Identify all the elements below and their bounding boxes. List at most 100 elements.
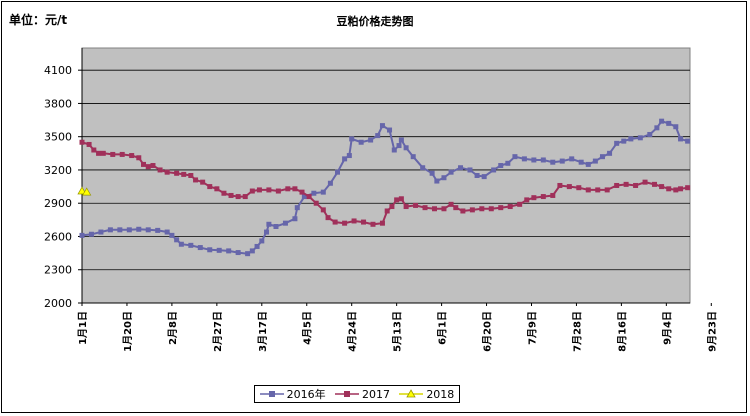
data-point <box>264 229 270 235</box>
data-point <box>505 160 511 166</box>
data-point <box>524 197 530 203</box>
data-point <box>678 186 684 192</box>
data-point <box>136 155 142 161</box>
data-point <box>540 157 546 163</box>
data-point <box>214 186 220 192</box>
data-point <box>119 151 125 157</box>
y-tick-label: 2000 <box>44 297 72 310</box>
data-point <box>654 125 660 131</box>
data-point <box>647 131 653 137</box>
data-point <box>659 118 665 124</box>
data-point <box>110 151 116 157</box>
legend-label-2018: 2018 <box>426 387 455 401</box>
data-point <box>178 241 184 247</box>
x-tick-label: 2月8日 <box>167 311 179 345</box>
data-point <box>507 204 513 210</box>
data-point <box>273 224 279 229</box>
data-point <box>531 195 537 201</box>
data-point <box>249 248 255 254</box>
data-point <box>126 227 132 233</box>
legend-swatch-2018 <box>399 389 424 398</box>
data-point <box>311 190 317 196</box>
x-tick-label: 4月24日 <box>347 311 359 352</box>
legend-item-2018: 2018 <box>399 388 454 401</box>
x-tick-label: 8月16日 <box>616 311 628 352</box>
data-point <box>517 201 523 207</box>
legend: 2016年 2017 2018 <box>254 385 460 403</box>
data-point <box>652 181 658 187</box>
data-point <box>346 153 352 159</box>
data-point <box>642 179 648 185</box>
data-point <box>614 182 620 188</box>
data-point <box>673 187 679 193</box>
data-point <box>531 157 537 163</box>
data-point <box>403 204 409 210</box>
legend-swatch-2017 <box>334 391 359 397</box>
plot-background <box>81 47 691 304</box>
data-point <box>550 159 556 165</box>
data-point <box>467 167 473 173</box>
x-tick-label: 1月1日 <box>77 311 89 345</box>
data-point <box>100 150 106 156</box>
data-point <box>228 192 234 198</box>
data-point <box>685 138 691 144</box>
data-point <box>129 153 135 159</box>
data-point <box>368 137 374 143</box>
data-point <box>410 154 416 160</box>
data-point <box>441 175 447 181</box>
data-point <box>254 243 260 249</box>
x-tick-label: 9月23日 <box>706 311 718 352</box>
data-point <box>266 187 272 193</box>
data-point <box>169 232 175 238</box>
data-point <box>259 238 265 244</box>
data-point <box>441 206 447 212</box>
data-point <box>150 163 156 169</box>
chart-title: 豆粕价格走势图 <box>336 15 414 28</box>
x-tick-label: 5月13日 <box>392 311 404 352</box>
data-point <box>633 182 639 188</box>
data-point <box>266 221 272 227</box>
data-point <box>188 242 194 248</box>
data-point <box>488 206 494 212</box>
data-point <box>469 207 475 213</box>
data-point <box>188 173 194 178</box>
x-tick-label: 1月20日 <box>122 311 134 352</box>
x-tick-label: 6月20日 <box>482 311 494 352</box>
data-point <box>370 221 376 227</box>
data-point <box>235 194 241 200</box>
data-point <box>403 145 409 151</box>
data-point <box>292 216 298 222</box>
x-tick-label: 7月9日 <box>526 311 538 345</box>
data-point <box>628 136 634 142</box>
data-point <box>235 250 241 256</box>
y-tick-label: 2600 <box>44 230 72 243</box>
data-point <box>117 227 123 233</box>
data-point <box>358 139 364 145</box>
data-point <box>566 184 572 190</box>
data-point <box>325 215 331 221</box>
data-point <box>387 127 393 133</box>
data-point <box>275 188 281 194</box>
x-tick-label: 9月4日 <box>661 311 673 345</box>
data-point <box>481 174 487 180</box>
data-point <box>86 141 92 147</box>
y-tick-label: 3500 <box>44 131 72 144</box>
data-point <box>666 186 672 192</box>
data-point <box>585 187 591 193</box>
data-point <box>434 178 440 184</box>
data-point <box>592 158 598 164</box>
data-point <box>621 138 627 144</box>
legend-item-2017: 2017 <box>334 388 390 401</box>
gridlines <box>82 69 690 271</box>
data-point <box>221 190 227 196</box>
data-point <box>141 161 147 167</box>
data-point <box>498 205 504 211</box>
data-point <box>398 137 404 143</box>
data-point <box>429 170 435 176</box>
data-point <box>550 192 556 198</box>
data-point <box>299 189 305 195</box>
data-point <box>623 181 629 187</box>
x-tick-label: 7月28日 <box>571 311 583 352</box>
data-point <box>576 185 582 191</box>
data-point <box>145 164 151 170</box>
